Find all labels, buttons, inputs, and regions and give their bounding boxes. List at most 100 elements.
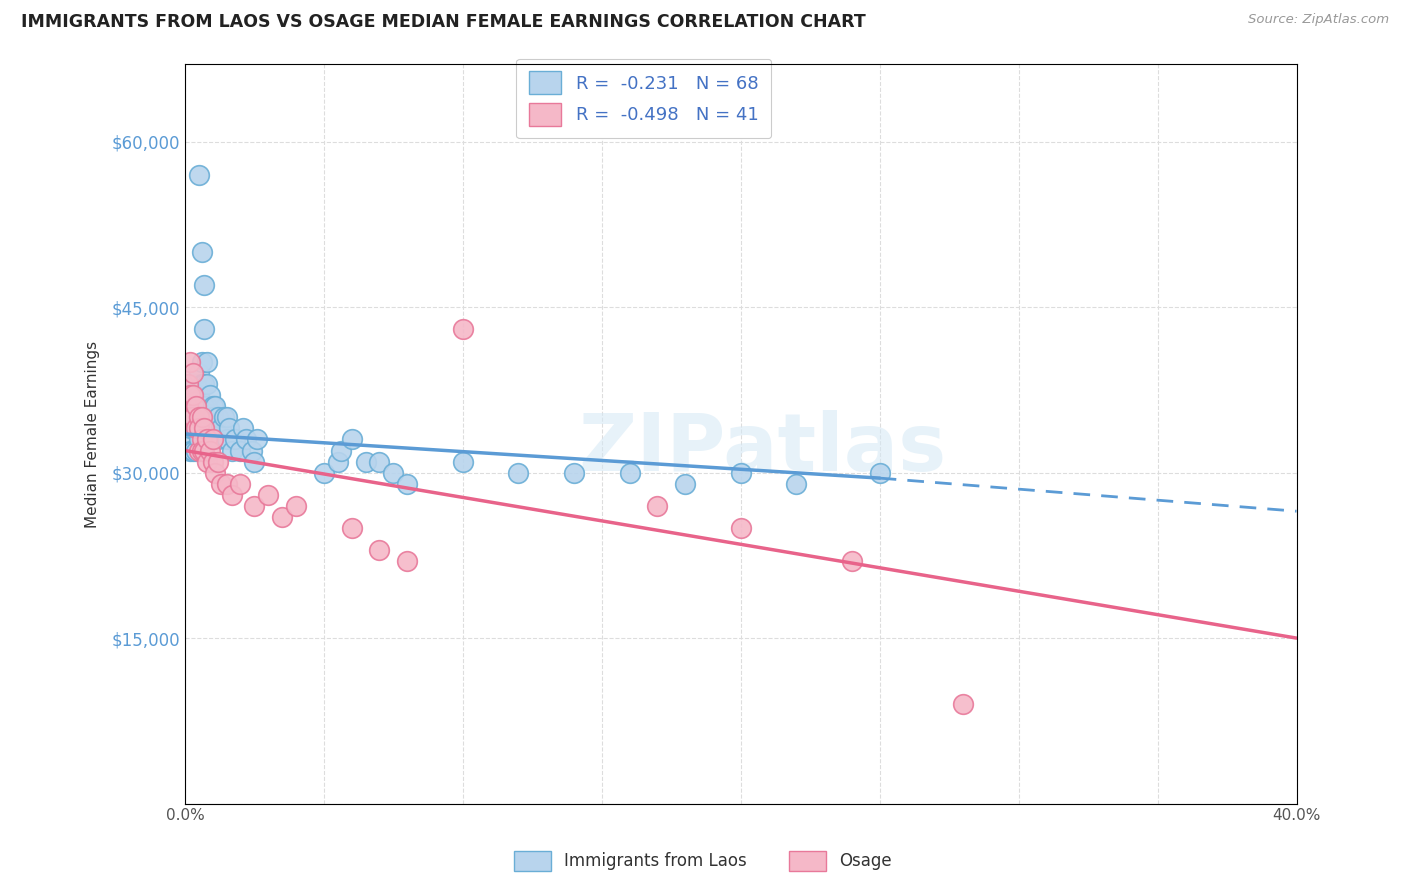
Point: [193, 278, 215, 293]
Point: [181, 388, 204, 402]
Point: [204, 466, 226, 480]
Point: [176, 400, 198, 414]
Point: [209, 421, 232, 435]
Point: [195, 377, 218, 392]
Point: [235, 433, 257, 447]
Point: [193, 377, 215, 392]
Point: [952, 698, 974, 712]
Point: [207, 433, 229, 447]
Legend: R =  -0.231   N = 68, R =  -0.498   N = 41: R = -0.231 N = 68, R = -0.498 N = 41: [516, 59, 772, 138]
Point: [730, 521, 752, 535]
Point: [187, 168, 209, 182]
Point: [195, 355, 218, 369]
Point: [243, 499, 266, 513]
Point: [221, 488, 243, 502]
Point: [271, 509, 294, 524]
Point: [730, 466, 752, 480]
Point: [181, 421, 204, 435]
Point: [195, 433, 218, 447]
Point: [869, 466, 891, 480]
Point: [184, 400, 207, 414]
Point: [209, 476, 232, 491]
Point: [841, 554, 863, 568]
Point: [176, 433, 198, 447]
Legend: Immigrants from Laos, Osage: Immigrants from Laos, Osage: [506, 842, 900, 880]
Text: IMMIGRANTS FROM LAOS VS OSAGE MEDIAN FEMALE EARNINGS CORRELATION CHART: IMMIGRANTS FROM LAOS VS OSAGE MEDIAN FEM…: [21, 13, 866, 31]
Point: [176, 410, 198, 425]
Point: [229, 443, 252, 458]
Point: [215, 476, 238, 491]
Point: [187, 433, 209, 447]
Point: [190, 355, 212, 369]
Point: [246, 433, 269, 447]
Point: [179, 443, 201, 458]
Point: [198, 421, 221, 435]
Point: [198, 388, 221, 402]
Point: [176, 377, 198, 392]
Point: [193, 322, 215, 336]
Point: [201, 400, 224, 414]
Point: [181, 366, 204, 380]
Point: [201, 433, 224, 447]
Point: [184, 443, 207, 458]
Point: [179, 400, 201, 414]
Point: [785, 476, 807, 491]
Point: [179, 388, 201, 402]
Point: [190, 433, 212, 447]
Point: [257, 488, 280, 502]
Point: [229, 476, 252, 491]
Point: [368, 454, 391, 468]
Point: [187, 421, 209, 435]
Point: [184, 377, 207, 392]
Point: [232, 421, 254, 435]
Point: [207, 410, 229, 425]
Point: [187, 400, 209, 414]
Point: [198, 410, 221, 425]
Point: [201, 454, 224, 468]
Point: [179, 421, 201, 435]
Point: [215, 433, 238, 447]
Point: [508, 466, 530, 480]
Point: [195, 400, 218, 414]
Point: [396, 476, 419, 491]
Point: [243, 454, 266, 468]
Point: [340, 521, 363, 535]
Point: [198, 443, 221, 458]
Point: [190, 244, 212, 259]
Point: [329, 443, 352, 458]
Point: [195, 454, 218, 468]
Point: [204, 421, 226, 435]
Point: [382, 466, 405, 480]
Point: [193, 400, 215, 414]
Point: [396, 554, 419, 568]
Point: [326, 454, 349, 468]
Point: [190, 410, 212, 425]
Point: [215, 410, 238, 425]
Point: [184, 421, 207, 435]
Point: [201, 410, 224, 425]
Point: [181, 410, 204, 425]
Point: [204, 400, 226, 414]
Point: [190, 377, 212, 392]
Point: [240, 443, 263, 458]
Point: [451, 322, 474, 336]
Point: [190, 443, 212, 458]
Text: ZIPatlas: ZIPatlas: [579, 409, 948, 488]
Point: [340, 433, 363, 447]
Point: [193, 443, 215, 458]
Point: [221, 443, 243, 458]
Point: [179, 355, 201, 369]
Point: [187, 421, 209, 435]
Point: [193, 421, 215, 435]
Point: [181, 410, 204, 425]
Point: [354, 454, 377, 468]
Point: [187, 443, 209, 458]
Point: [312, 466, 335, 480]
Point: [181, 388, 204, 402]
Point: [212, 410, 235, 425]
Point: [451, 454, 474, 468]
Point: [285, 499, 308, 513]
Point: [207, 454, 229, 468]
Point: [184, 421, 207, 435]
Point: [562, 466, 585, 480]
